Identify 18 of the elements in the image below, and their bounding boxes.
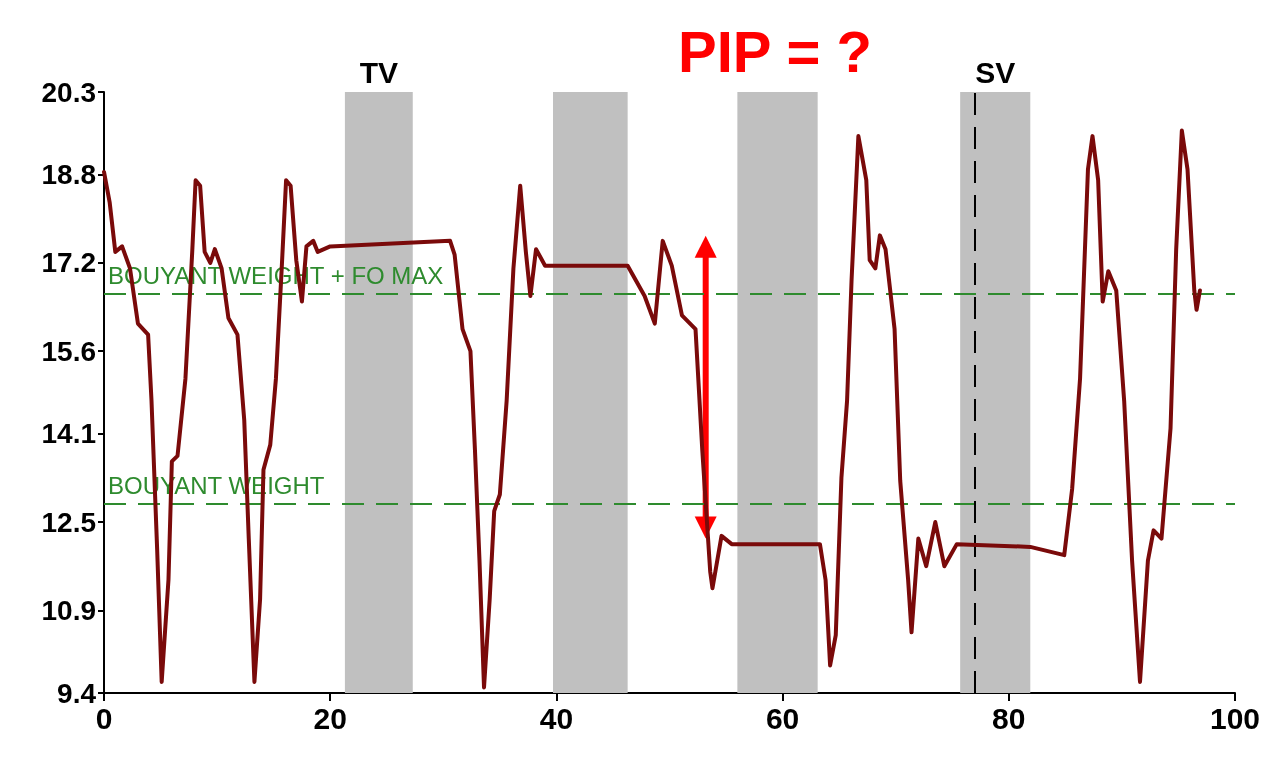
- x-tick-label: 20: [313, 701, 347, 735]
- y-tick-label: 18.8: [41, 159, 96, 191]
- y-tick-label: 9.4: [57, 677, 97, 709]
- x-tick-label: 0: [95, 701, 113, 735]
- y-tick-label: 10.9: [41, 594, 96, 626]
- x-tick-label: 100: [1209, 701, 1261, 735]
- band-label: SV: [975, 55, 1016, 89]
- x-tick-label: 60: [765, 701, 800, 735]
- y-tick-label: 15.6: [41, 335, 96, 367]
- y-tick-label: 14.1: [41, 418, 96, 450]
- x-tick-label: 80: [992, 701, 1026, 735]
- line-series: [102, 128, 1202, 690]
- y-tick-label: 17.2: [41, 247, 96, 279]
- text: PIP = ?: [678, 18, 872, 84]
- x-tick-label: 40: [539, 701, 574, 735]
- y-tick-label: 12.5: [41, 506, 96, 538]
- band-label: TV: [359, 55, 398, 89]
- y-tick-label: 20.3: [41, 76, 96, 108]
